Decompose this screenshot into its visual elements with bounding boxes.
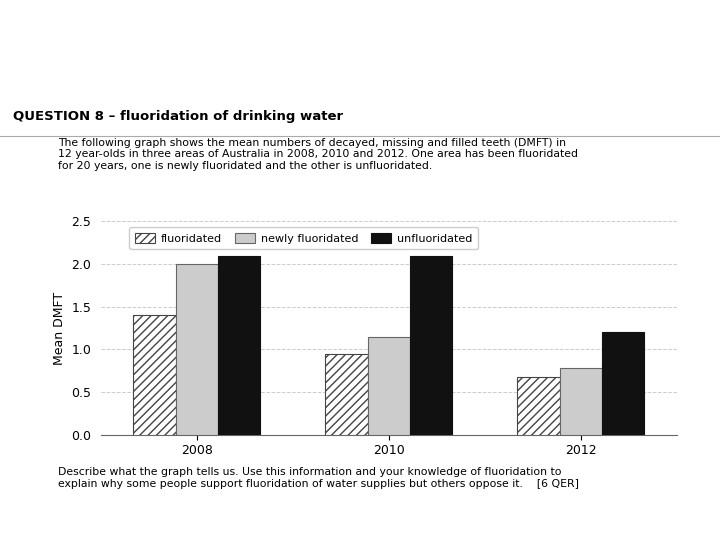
Y-axis label: Mean DMFT: Mean DMFT: [53, 292, 66, 364]
Bar: [325, 354, 368, 435]
Text: 🍃: 🍃: [66, 12, 78, 31]
Bar: [218, 255, 260, 435]
Legend: fluoridated, newly fluoridated, unfluoridated: fluoridated, newly fluoridated, unfluori…: [130, 227, 478, 249]
Text: QUESTION 8 – fluoridation of drinking water: QUESTION 8 – fluoridation of drinking wa…: [13, 110, 343, 123]
Text: GCSE Chemistry Unit 1: GCSE Chemistry Unit 1: [242, 25, 579, 51]
Text: The following graph shows the mean numbers of decayed, missing and filled teeth : The following graph shows the mean numbe…: [58, 138, 577, 171]
Bar: [518, 377, 559, 435]
Text: wjec
cbac: wjec cbac: [49, 46, 95, 86]
Text: Foundation tier only questions: Foundation tier only questions: [182, 63, 639, 89]
Bar: [559, 368, 602, 435]
Bar: [410, 255, 452, 435]
Bar: [368, 336, 410, 435]
Bar: [602, 332, 644, 435]
Bar: [176, 264, 218, 435]
Text: Describe what the graph tells us. Use this information and your knowledge of flu: Describe what the graph tells us. Use th…: [58, 467, 579, 489]
Bar: [133, 315, 176, 435]
